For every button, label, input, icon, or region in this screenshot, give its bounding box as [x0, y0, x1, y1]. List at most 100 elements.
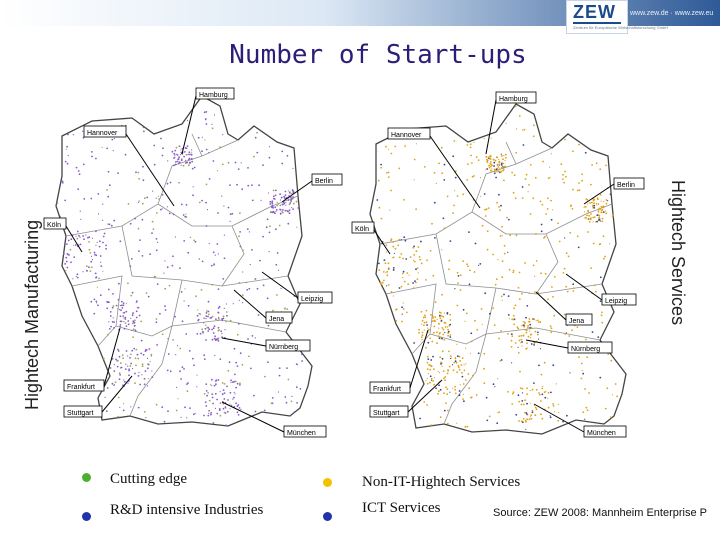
start-up-dot — [155, 403, 158, 406]
start-up-dot — [599, 168, 602, 171]
start-up-dot — [405, 258, 408, 260]
start-up-dot — [230, 379, 233, 382]
start-up-dot — [271, 397, 274, 399]
start-up-dot — [507, 390, 509, 393]
start-up-dot — [216, 243, 219, 245]
start-up-dot — [425, 380, 427, 382]
start-up-dot — [440, 363, 442, 365]
start-up-dot — [438, 390, 440, 393]
start-up-dot — [498, 193, 500, 196]
start-up-dot — [594, 284, 596, 287]
start-up-dot — [582, 372, 585, 375]
start-up-dot — [66, 162, 69, 165]
start-up-dot — [155, 321, 158, 324]
legend-dot-rd-intensive — [82, 512, 91, 521]
source-note: Source: ZEW 2008: Mannheim Enterprise P — [493, 507, 707, 519]
start-up-dot — [512, 314, 515, 317]
start-up-dot — [301, 360, 303, 362]
start-up-dot — [580, 377, 583, 380]
start-up-dot — [204, 327, 207, 330]
start-up-dot — [380, 166, 382, 169]
start-up-dot — [108, 301, 110, 304]
start-up-dot — [417, 272, 419, 274]
start-up-dot — [203, 317, 206, 320]
start-up-dot — [588, 214, 590, 217]
start-up-dot — [524, 399, 526, 402]
start-up-dot — [78, 234, 80, 237]
start-up-dot — [415, 143, 417, 145]
start-up-dot — [189, 407, 191, 409]
city-leaders — [373, 99, 615, 433]
start-up-dot — [442, 315, 445, 318]
start-up-dot — [270, 210, 273, 213]
start-up-dot — [235, 402, 238, 405]
start-up-dot — [153, 163, 156, 166]
start-up-dot — [576, 235, 579, 238]
start-up-dot — [156, 283, 159, 285]
start-up-dot — [174, 149, 177, 152]
start-up-dot — [412, 246, 415, 249]
start-up-dot — [476, 328, 479, 331]
start-up-dot — [456, 271, 459, 274]
start-up-dot — [505, 156, 507, 159]
start-up-dot — [225, 320, 228, 323]
start-up-dot — [149, 360, 151, 363]
start-up-dot — [276, 204, 279, 207]
start-up-dot — [382, 271, 385, 273]
start-up-dot — [550, 199, 552, 202]
start-up-dot — [420, 310, 423, 313]
start-up-dot — [439, 416, 442, 419]
start-up-dot — [235, 361, 238, 364]
start-up-dot — [123, 317, 125, 319]
start-up-dot — [602, 211, 605, 213]
start-up-dot — [563, 181, 565, 184]
start-up-dot — [474, 319, 476, 322]
start-up-dot — [406, 311, 408, 314]
start-up-dot — [507, 251, 509, 253]
start-up-dot — [414, 280, 416, 282]
start-up-dot — [286, 308, 289, 310]
start-up-dot — [247, 184, 250, 187]
legend-label-cutting-edge: Cutting edge — [110, 471, 188, 487]
start-up-dot — [227, 206, 230, 209]
start-up-dot — [517, 352, 520, 354]
svg-text:Hamburg: Hamburg — [499, 96, 528, 103]
start-up-dot — [495, 171, 497, 173]
start-up-dot — [426, 324, 428, 326]
start-up-dot — [518, 339, 521, 342]
svg-text:Hannover: Hannover — [87, 130, 118, 137]
start-up-dot — [140, 352, 143, 355]
start-up-dot — [438, 372, 440, 374]
start-up-dot — [443, 339, 446, 341]
start-up-dot — [491, 164, 493, 167]
start-up-dot — [452, 155, 455, 158]
start-up-dot — [404, 239, 407, 242]
start-up-dot — [301, 353, 303, 356]
start-up-dot — [597, 336, 600, 338]
svg-text:Berlin: Berlin — [617, 182, 635, 189]
start-up-dot — [127, 323, 130, 326]
start-up-dot — [79, 243, 82, 246]
start-up-dot — [68, 254, 70, 256]
start-up-dot — [527, 326, 529, 329]
start-up-dot — [172, 255, 174, 258]
start-up-dot — [137, 227, 140, 230]
start-up-dot — [161, 208, 163, 210]
start-up-dot — [239, 245, 242, 248]
start-up-dot — [200, 289, 203, 291]
start-up-dot — [499, 359, 502, 362]
start-up-dot — [225, 424, 227, 427]
start-up-dot — [290, 200, 292, 202]
start-up-dot — [251, 199, 254, 202]
start-up-dot — [433, 377, 436, 379]
start-up-dot — [586, 203, 588, 205]
start-up-dot — [295, 363, 298, 365]
start-up-dot — [386, 285, 388, 287]
start-up-dot — [443, 409, 446, 412]
start-up-dot — [199, 313, 202, 315]
start-up-dot — [485, 396, 488, 399]
svg-text:Berlin: Berlin — [315, 178, 333, 185]
start-up-dot — [537, 331, 539, 334]
start-up-dot — [443, 312, 445, 314]
start-up-dot — [494, 159, 497, 162]
